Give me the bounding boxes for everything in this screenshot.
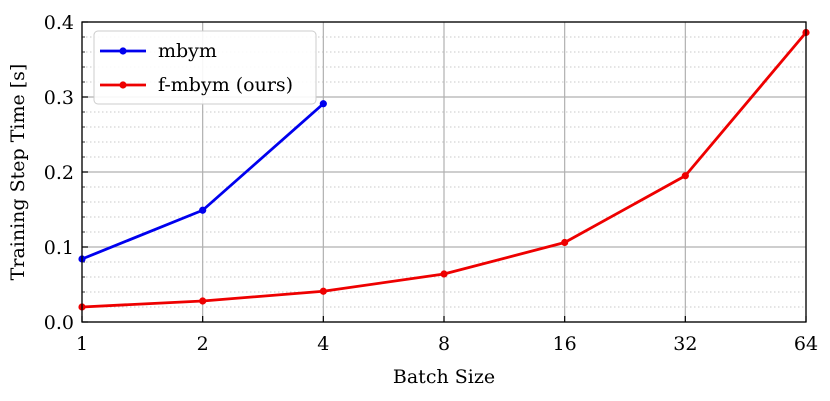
series-point-1 — [199, 297, 207, 305]
x-tick-label: 1 — [76, 333, 88, 355]
series-point-0 — [199, 206, 207, 214]
y-tick-label: 0.3 — [44, 87, 74, 109]
y-tick-label: 0.4 — [44, 12, 74, 34]
series-point-1 — [440, 270, 448, 278]
x-tick-label: 16 — [553, 333, 577, 355]
series-point-1 — [561, 238, 569, 247]
y-tick-label: 0.0 — [44, 312, 74, 334]
legend-label: f-mbym (ours) — [158, 74, 293, 96]
y-axis-label: Training Step Time [s] — [7, 64, 29, 281]
x-tick-label: 32 — [673, 333, 697, 355]
x-tick-label: 64 — [794, 333, 818, 355]
x-tick-label: 8 — [438, 333, 450, 355]
x-axis-label: Batch Size — [393, 366, 495, 388]
series-point-1 — [319, 287, 327, 295]
x-tick-label: 4 — [317, 333, 329, 355]
y-axis-ticks: 0.0 0.1 0.2 0.3 0.4 — [44, 12, 88, 334]
y-tick-label: 0.1 — [44, 237, 74, 259]
legend-box — [93, 30, 317, 105]
x-axis-ticks: 1 2 4 8 16 32 64 — [76, 316, 818, 355]
legend: mbym f-mbym (ours) — [93, 30, 317, 105]
x-tick-label: 2 — [197, 333, 209, 355]
series-point-0 — [319, 100, 327, 108]
y-tick-label: 0.2 — [44, 162, 74, 184]
legend-marker — [119, 81, 127, 89]
legend-label: mbym — [158, 40, 217, 62]
series-point-1 — [681, 172, 689, 180]
legend-marker — [119, 47, 127, 55]
